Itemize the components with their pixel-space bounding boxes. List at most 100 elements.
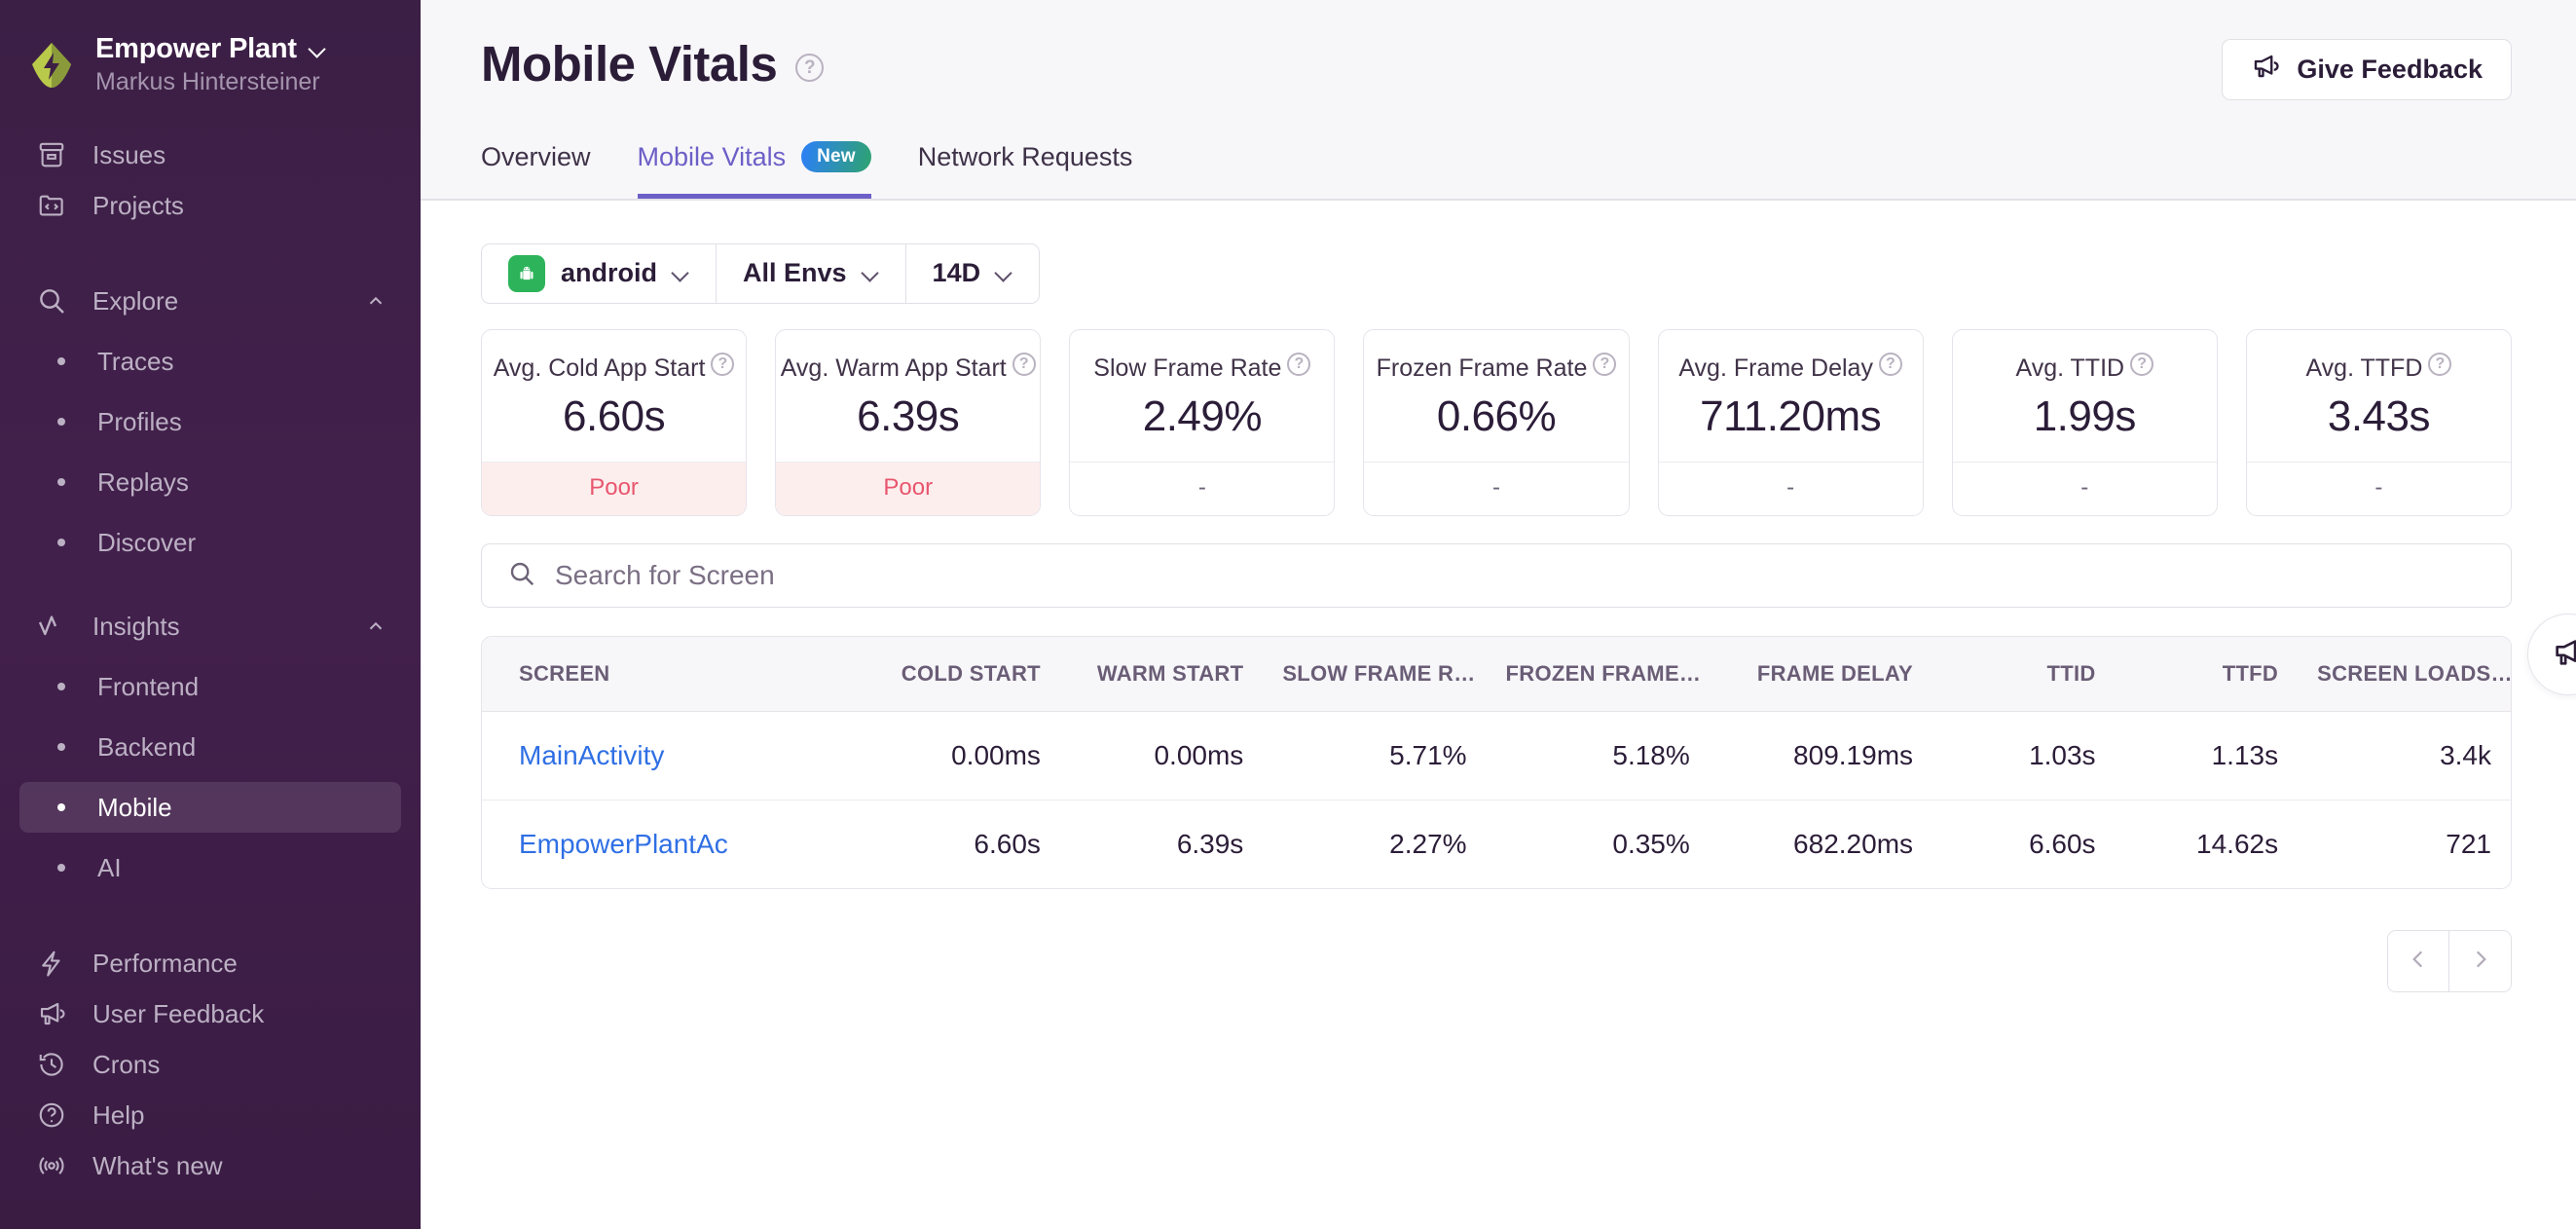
- metric-card-value: 6.39s: [857, 392, 960, 441]
- pagination-next-button[interactable]: [2449, 931, 2511, 992]
- sidebar-item-label: Profiles: [97, 407, 182, 437]
- search-screen-bar[interactable]: [481, 543, 2512, 609]
- metric-card-value: 711.20ms: [1700, 392, 1882, 441]
- metric-card-warm-app-start[interactable]: Avg. Warm App Start ? 6.39s Poor: [775, 328, 1042, 517]
- issues-icon: [34, 137, 69, 172]
- sidebar-item-label: Traces: [97, 347, 174, 377]
- date-range-filter[interactable]: 14D: [906, 244, 1040, 303]
- column-header-frozen-frame-rate[interactable]: FROZEN FRAME…: [1486, 637, 1710, 713]
- question-circle-icon[interactable]: ?: [2130, 352, 2154, 376]
- screen-link[interactable]: EmpowerPlantAc: [519, 829, 728, 860]
- column-header-slow-frame-rate[interactable]: SLOW FRAME R…: [1263, 637, 1487, 713]
- broadcast-icon: [34, 1148, 69, 1183]
- dot-icon: [49, 669, 74, 704]
- sidebar-item-discover[interactable]: Discover: [19, 517, 401, 568]
- question-circle-icon[interactable]: ?: [1287, 352, 1311, 376]
- column-header-ttfd[interactable]: TTFD: [2115, 637, 2299, 713]
- column-header-screen[interactable]: SCREEN: [482, 637, 858, 713]
- question-circle-icon[interactable]: ?: [711, 352, 735, 376]
- tab-label: Network Requests: [917, 142, 1133, 171]
- metric-card-frozen-frame-rate[interactable]: Frozen Frame Rate ? 0.66% -: [1363, 328, 1630, 517]
- column-header-screen-loads[interactable]: SCREEN LOADS…: [2298, 637, 2511, 713]
- metric-card-value: 6.60s: [563, 392, 666, 441]
- give-feedback-label: Give Feedback: [2297, 55, 2483, 84]
- sidebar-item-ai[interactable]: AI: [19, 842, 401, 893]
- cell-frame-delay: 682.20ms: [1793, 829, 1914, 860]
- metric-card-frame-delay[interactable]: Avg. Frame Delay ? 711.20ms -: [1657, 328, 1924, 517]
- metric-card-value: 2.49%: [1142, 392, 1263, 441]
- question-circle-icon[interactable]: ?: [1012, 352, 1036, 376]
- sidebar-item-label: Discover: [97, 528, 197, 558]
- metric-card-cold-app-start[interactable]: Avg. Cold App Start ? 6.60s Poor: [481, 328, 748, 517]
- cell-slow-frame-rate: 5.71%: [1263, 711, 1487, 801]
- cell-screen-loads: 3.4k: [2298, 711, 2511, 801]
- nav-divider: [0, 911, 421, 938]
- sidebar-item-mobile[interactable]: Mobile: [19, 782, 401, 834]
- table-row[interactable]: MainActivity 0.00ms 0.00ms 5.71% 5.18% 8…: [482, 711, 2511, 801]
- question-circle-icon[interactable]: ?: [1593, 352, 1617, 376]
- sidebar-item-replays[interactable]: Replays: [19, 457, 401, 507]
- table-row[interactable]: EmpowerPlantAc 6.60s 6.39s 2.27% 0.35% 6…: [482, 801, 2511, 889]
- search-input[interactable]: [555, 560, 2485, 592]
- question-circle-icon[interactable]: ?: [1878, 352, 1902, 376]
- sidebar-item-explore[interactable]: Explore: [19, 276, 401, 326]
- chevron-down-icon: [863, 266, 879, 280]
- chevron-left-icon: [2406, 947, 2431, 977]
- cell-ttfd: 14.62s: [2196, 829, 2279, 860]
- sidebar-item-user-feedback[interactable]: User Feedback: [19, 988, 401, 1039]
- question-circle-icon[interactable]: ?: [2428, 352, 2452, 376]
- platform-filter-label: android: [561, 258, 657, 288]
- cell-ttid: 1.03s: [1932, 711, 2116, 801]
- screens-table: SCREEN COLD START WARM START SLOW FRAME …: [481, 636, 2512, 890]
- org-switcher[interactable]: Empower Plant Markus Hintersteiner: [0, 25, 421, 104]
- screen-link[interactable]: MainActivity: [519, 740, 665, 771]
- chevron-down-icon[interactable]: [310, 42, 324, 56]
- chevron-up-icon[interactable]: [358, 609, 393, 644]
- tab-network-requests[interactable]: Network Requests: [918, 142, 1133, 199]
- page-topbar: Mobile Vitals ? Give Feedback Overview: [421, 0, 2576, 201]
- sidebar-item-backend[interactable]: Backend: [19, 722, 401, 772]
- sidebar-item-insights[interactable]: Insights: [19, 601, 401, 652]
- tab-overview[interactable]: Overview: [481, 142, 591, 199]
- dot-icon: [49, 729, 74, 764]
- sidebar-item-performance[interactable]: Performance: [19, 938, 401, 988]
- platform-filter[interactable]: android: [482, 243, 717, 303]
- sidebar-item-profiles[interactable]: Profiles: [19, 396, 401, 447]
- sidebar-item-frontend[interactable]: Frontend: [19, 661, 401, 712]
- sidebar-item-whats-new[interactable]: What's new: [19, 1140, 401, 1191]
- pagination: [481, 930, 2512, 993]
- dot-icon: [49, 344, 74, 379]
- metric-card-slow-frame-rate[interactable]: Slow Frame Rate ? 2.49% -: [1069, 328, 1336, 517]
- sidebar-item-crons[interactable]: Crons: [19, 1039, 401, 1090]
- sidebar-item-projects[interactable]: Projects: [19, 180, 401, 231]
- android-icon: [508, 254, 545, 292]
- metric-card-status: Poor: [482, 462, 747, 516]
- tab-label: Overview: [481, 142, 591, 171]
- metric-card-title: Avg. TTID ?: [1970, 352, 2199, 383]
- cell-ttfd: 1.13s: [2115, 711, 2299, 801]
- environment-filter-label: All Envs: [743, 258, 847, 288]
- metric-card-ttfd[interactable]: Avg. TTFD ? 3.43s -: [2245, 328, 2512, 517]
- dot-icon: [49, 790, 74, 825]
- sidebar-item-label: Projects: [92, 191, 184, 221]
- sidebar-item-help[interactable]: Help: [19, 1090, 401, 1140]
- question-circle-icon[interactable]: ?: [795, 54, 825, 82]
- pagination-prev-button[interactable]: [2388, 931, 2449, 992]
- cell-cold-start: 6.60s: [974, 829, 1041, 860]
- sidebar-item-traces[interactable]: Traces: [19, 336, 401, 387]
- table-header-row: SCREEN COLD START WARM START SLOW FRAME …: [482, 637, 2511, 713]
- sidebar-item-label: User Feedback: [92, 999, 265, 1029]
- chevron-right-icon: [2468, 947, 2493, 977]
- sidebar-item-label: Replays: [97, 467, 189, 498]
- column-header-cold-start[interactable]: COLD START: [857, 637, 1060, 713]
- column-header-frame-delay[interactable]: FRAME DELAY: [1709, 637, 1933, 713]
- nav-group-primary: Issues Projects: [0, 130, 421, 231]
- tab-mobile-vitals[interactable]: Mobile Vitals New: [637, 141, 871, 199]
- column-header-warm-start[interactable]: WARM START: [1059, 637, 1264, 713]
- give-feedback-button[interactable]: Give Feedback: [2222, 39, 2512, 100]
- metric-card-ttid[interactable]: Avg. TTID ? 1.99s -: [1951, 328, 2218, 517]
- environment-filter[interactable]: All Envs: [717, 243, 906, 303]
- sidebar-item-issues[interactable]: Issues: [19, 130, 401, 180]
- column-header-ttid[interactable]: TTID: [1932, 637, 2116, 713]
- chevron-up-icon[interactable]: [358, 283, 393, 318]
